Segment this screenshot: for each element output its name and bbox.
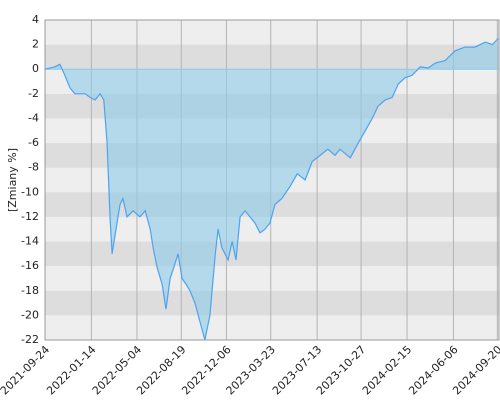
band (45, 290, 499, 316)
area (45, 38, 499, 340)
line (44, 38, 499, 341)
band (45, 44, 499, 70)
y-tick-label: -14 (21, 235, 39, 248)
y-tick-label: 4 (32, 13, 39, 26)
y-tick-label: -18 (21, 284, 39, 297)
y-tick-label: -10 (21, 185, 39, 198)
y-tick-label: -2 (28, 87, 39, 100)
y-tick-label: 2 (32, 38, 39, 51)
y-tick-label: 0 (32, 62, 39, 75)
y-tick-label: -4 (28, 111, 39, 124)
y-tick-label: -8 (28, 161, 39, 174)
y-tick-label: -20 (21, 308, 39, 321)
y-tick-label: -12 (21, 210, 39, 223)
y-tick-label: -6 (28, 136, 39, 149)
plot-frame (44, 19, 500, 341)
y-tick-label: -22 (21, 333, 39, 346)
band (45, 241, 499, 267)
y-tick-label: -16 (21, 259, 39, 272)
y-axis-label: [Zmiany %] (6, 148, 19, 212)
